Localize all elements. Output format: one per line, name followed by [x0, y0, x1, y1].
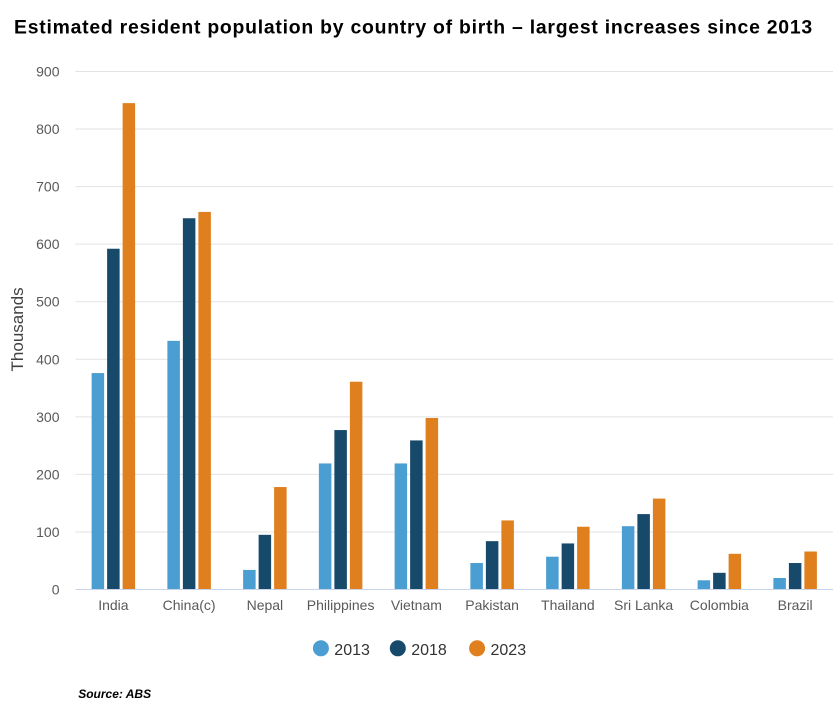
svg-text:200: 200: [36, 466, 60, 482]
svg-text:300: 300: [36, 409, 60, 425]
svg-text:Sri Lanka: Sri Lanka: [614, 597, 673, 613]
svg-text:Source: ABS: Source: ABS: [78, 687, 151, 701]
svg-text:2023: 2023: [491, 642, 527, 659]
svg-text:Estimated resident population: Estimated resident population by country…: [14, 16, 813, 38]
svg-text:700: 700: [36, 179, 60, 195]
svg-text:Philippines: Philippines: [307, 597, 375, 613]
svg-text:2013: 2013: [334, 642, 370, 659]
svg-text:Thailand: Thailand: [541, 597, 595, 613]
svg-text:Colombia: Colombia: [690, 597, 749, 613]
svg-text:China(c): China(c): [163, 597, 216, 613]
svg-text:600: 600: [36, 236, 60, 252]
svg-text:900: 900: [36, 63, 60, 79]
svg-text:0: 0: [52, 582, 60, 598]
svg-text:Nepal: Nepal: [247, 597, 284, 613]
svg-text:500: 500: [36, 294, 60, 310]
svg-text:2018: 2018: [411, 642, 447, 659]
svg-text:Vietnam: Vietnam: [391, 597, 442, 613]
svg-text:100: 100: [36, 524, 60, 540]
svg-text:Pakistan: Pakistan: [465, 597, 519, 613]
svg-text:400: 400: [36, 351, 60, 367]
svg-text:Brazil: Brazil: [778, 597, 813, 613]
svg-text:India: India: [98, 597, 129, 613]
svg-text:800: 800: [36, 121, 60, 137]
svg-text:Thousands: Thousands: [8, 287, 27, 371]
